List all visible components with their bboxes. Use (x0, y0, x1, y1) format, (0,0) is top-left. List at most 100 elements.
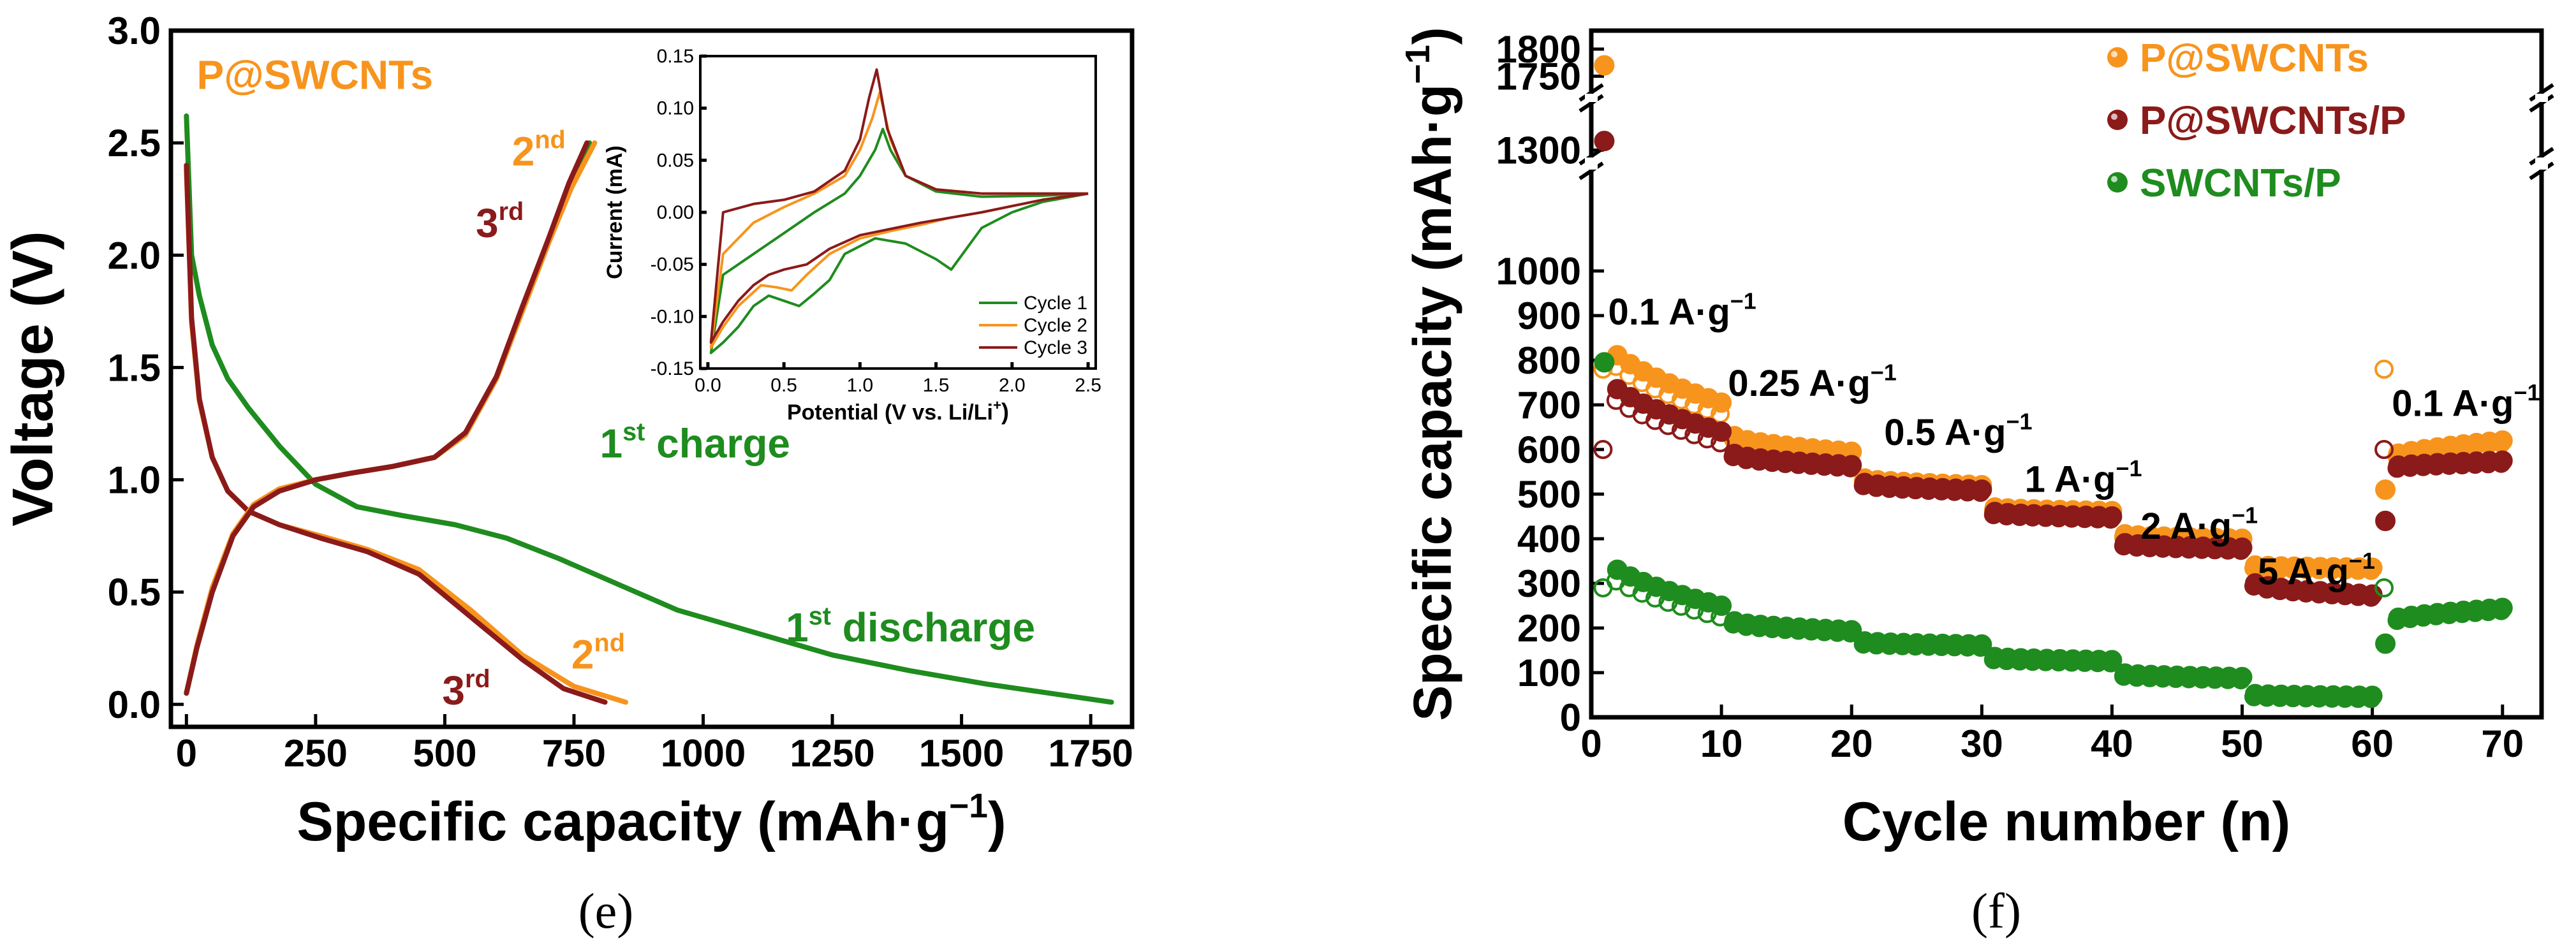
axis-break-gap (2535, 157, 2548, 170)
discharge-point (1594, 131, 1615, 152)
left-axis-break-mark (1579, 83, 1604, 102)
inset-y-tick-label: -0.05 (651, 254, 694, 275)
right-axis-break-mark (2529, 147, 2554, 166)
right-x-tick-label: 20 (1830, 722, 1873, 765)
inset-legend-label: Cycle 1 (1024, 293, 1087, 314)
legend-label: P@SWCNTs (2140, 36, 2369, 80)
right-plot-frame (1589, 28, 2544, 720)
left-x-tick-label: 1250 (790, 732, 874, 775)
left-y-tick-label: 1.0 (108, 459, 161, 502)
left-annotation: 1st charge (600, 418, 790, 466)
right-y-axis-title: Specific capacity (mAh·g−1) (1399, 27, 1462, 721)
left-y-tick-label: 1.5 (108, 346, 161, 389)
charge-point (1971, 483, 1991, 502)
left-x-axis-title: Specific capacity (mAh·g−1) (297, 787, 1006, 852)
left-annotation: 2nd (571, 629, 625, 678)
charge-point (1593, 440, 1613, 459)
left-y-tick-label: 2.0 (108, 234, 161, 277)
left-y-tick-label: 2.5 (108, 122, 161, 164)
rate-capability-chart: 0 10 20 30 40 50 60 700100200300400500600700800… (1399, 27, 2554, 852)
right-y-tick-label: 0 (1560, 696, 1581, 739)
discharge-point (2375, 511, 2396, 531)
left-series-line (184, 140, 590, 696)
right-y-tick-label: 1000 (1496, 250, 1581, 293)
rate-label: 5 A·g−1 (2258, 548, 2375, 592)
right-axis-break-mark (2529, 94, 2554, 113)
right-x-tick-label: 30 (1961, 722, 2003, 765)
cv-inset-chart: 0.0 0.5 1.0 1.5 2.0 2.5 -0.15 -0.10 -0.05 0.00 0.0… (603, 46, 1101, 425)
left-y-tick-label: 0.0 (108, 683, 161, 726)
right-y-tick-label: 100 (1517, 652, 1581, 694)
axis-break-gap (1585, 94, 1598, 102)
right-y-tick-label: 200 (1517, 607, 1581, 650)
rate-label: 0.1 A·g−1 (2392, 379, 2540, 424)
rate-label: 0.1 A·g−1 (1608, 288, 1756, 333)
right-x-tick-label: 60 (2351, 722, 2394, 765)
discharge-point (2375, 633, 2396, 654)
axis-break-gap (1585, 157, 1598, 170)
legend-label: SWCNTs/P (2140, 161, 2341, 205)
left-x-tick-label: 1000 (661, 732, 746, 775)
left-series-line (184, 140, 598, 696)
inset-y-tick-label: 0.05 (657, 150, 694, 171)
charge-point (1841, 458, 1860, 478)
rate-label: 1 A·g−1 (2025, 455, 2142, 500)
inset-x-tick-label: 2.0 (999, 375, 1026, 396)
discharge-point (2375, 479, 2396, 500)
right-y-tick-label: 1750 (1496, 55, 1581, 98)
left-x-tick-label: 1500 (919, 732, 1004, 775)
charge-point (2231, 670, 2251, 690)
left-series-line (184, 113, 1114, 705)
inset-x-tick-label: 1.5 (923, 375, 950, 396)
charge-point (1971, 638, 1991, 657)
discharge-point (1594, 352, 1615, 373)
legend-marker (2107, 172, 2128, 193)
discharge-point (1594, 55, 1615, 76)
right-y-tick-label: 900 (1517, 295, 1581, 337)
left-annotation: 3rd (442, 665, 490, 713)
right-x-axis-title: Cycle number (n) (1843, 791, 2290, 852)
charge-point (2491, 601, 2511, 620)
legend-marker-highlight (2111, 113, 2117, 120)
charge-point (2361, 689, 2381, 708)
left-x-tick-label: 500 (413, 732, 476, 775)
right-y-tick-label: 1800 (1496, 28, 1581, 71)
caption-f: (f) (1971, 883, 2021, 939)
charge-point (1841, 623, 1860, 643)
charge-point (2361, 587, 2381, 607)
charge-point (2231, 541, 2251, 560)
right-x-tick-label: 70 (2481, 722, 2524, 765)
inset-y-tick-label: 0.00 (657, 202, 694, 223)
inset-y-tick-label: 0.15 (657, 46, 694, 67)
left-series-line (184, 167, 628, 705)
caption-e: (e) (578, 883, 634, 939)
inset-x-tick-label: 0.5 (770, 375, 797, 396)
inset-legend-label: Cycle 3 (1024, 337, 1087, 358)
right-y-tick-label: 500 (1517, 473, 1581, 516)
legend-marker-highlight (2111, 176, 2117, 182)
left-annotation: 3rd (476, 198, 524, 246)
left-annotation: 2nd (512, 126, 566, 174)
charge-point (2101, 653, 2121, 673)
left-y-tick-label: 0.5 (108, 571, 161, 614)
inset-x-tick-label: 0.0 (695, 375, 721, 396)
inset-y-axis-title: Current (mA) (603, 145, 627, 279)
charge-point (2491, 453, 2511, 473)
rate-label: 0.25 A·g−1 (1728, 360, 1896, 404)
right-x-tick-label: 40 (2091, 722, 2133, 765)
legend-marker (2107, 47, 2128, 68)
left-series-line (184, 163, 608, 705)
legend-label: P@SWCNTs/P (2140, 99, 2406, 143)
inset-y-tick-label: -0.15 (651, 358, 694, 379)
right-y-tick-label: 700 (1517, 384, 1581, 427)
rate-label: 2 A·g−1 (2140, 502, 2258, 547)
left-series-line (184, 140, 592, 696)
left-y-axis-title: Voltage (V) (1, 231, 65, 526)
rate-label: 0.5 A·g−1 (1884, 409, 2032, 453)
charge-point (2361, 560, 2381, 580)
legend-marker-highlight (2111, 51, 2117, 57)
right-x-tick-label: 0 (1580, 722, 1601, 765)
left-x-tick-label: 750 (542, 732, 606, 775)
charge-point (2374, 578, 2394, 597)
inset-x-tick-label: 2.5 (1075, 375, 1101, 396)
